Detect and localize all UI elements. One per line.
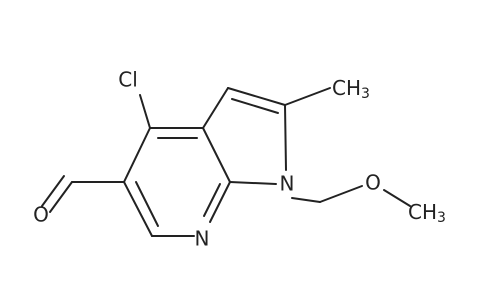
- atom-label: CH3: [408, 200, 446, 227]
- atom-label: CH: [332, 76, 361, 100]
- atom-label: N: [280, 172, 295, 196]
- atom-subscript: 3: [437, 210, 446, 226]
- bond: [284, 87, 331, 106]
- bond: [383, 189, 411, 207]
- bond: [123, 127, 151, 183]
- atom-label: Cl: [118, 68, 138, 92]
- bond: [319, 185, 363, 203]
- bond: [139, 94, 151, 129]
- bond: [291, 197, 321, 203]
- atom-label: N: [195, 227, 210, 251]
- bond: [123, 181, 153, 237]
- bond: [209, 181, 231, 223]
- bond: [227, 87, 286, 106]
- bond: [284, 104, 287, 171]
- bond: [202, 127, 231, 183]
- bond: [229, 181, 277, 185]
- double-bond: [135, 181, 159, 227]
- atom-label: O: [33, 203, 49, 227]
- bonds: [41, 87, 411, 237]
- atom-label: O: [365, 171, 381, 195]
- double-bond: [41, 175, 65, 207]
- atom-label: CH: [408, 200, 437, 224]
- atom-label: CH3: [332, 76, 370, 103]
- double-bond: [231, 98, 279, 114]
- bond: [202, 87, 229, 129]
- bond: [49, 181, 73, 213]
- double-bond: [203, 183, 221, 217]
- atom-subscript: 3: [361, 86, 370, 102]
